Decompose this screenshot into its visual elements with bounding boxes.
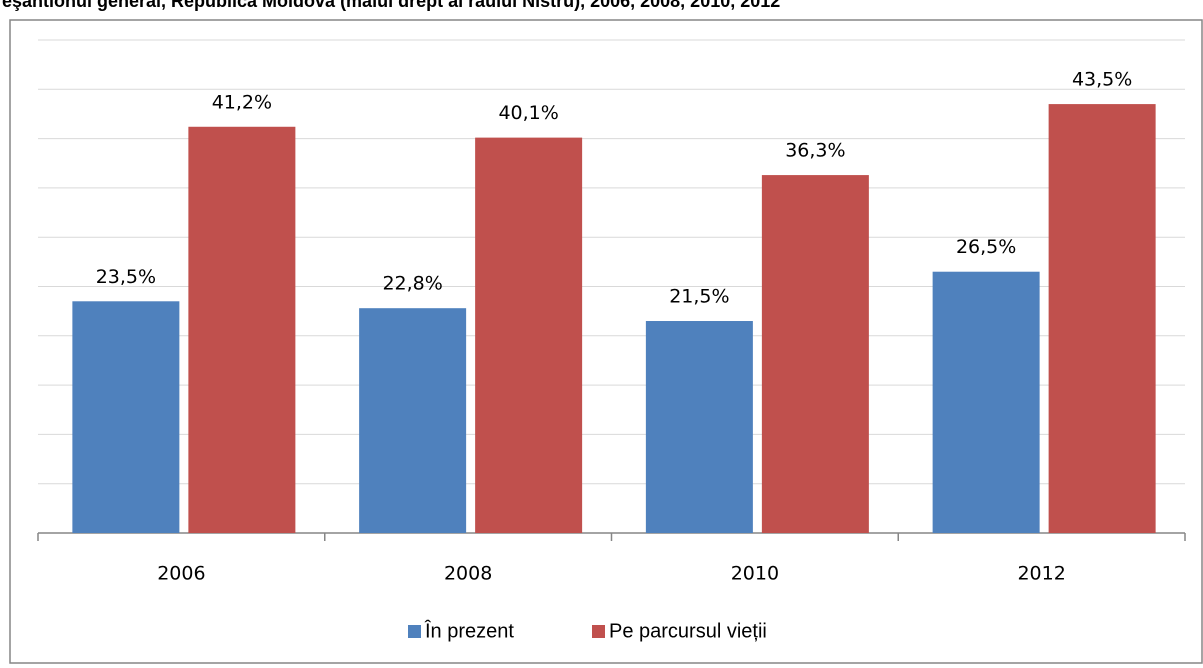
bar xyxy=(1048,104,1156,533)
bar xyxy=(359,308,467,533)
legend-swatch xyxy=(408,625,421,638)
data-label: 23,5% xyxy=(96,266,156,288)
x-tick-label: 2006 xyxy=(157,563,205,585)
data-label: 22,8% xyxy=(382,273,442,295)
data-label: 21,5% xyxy=(669,286,729,308)
bar xyxy=(932,271,1040,533)
data-label: 40,1% xyxy=(498,102,558,124)
x-tick-label: 2008 xyxy=(444,563,492,585)
data-label: 36,3% xyxy=(785,140,845,162)
legend-swatch xyxy=(592,625,605,638)
x-tick-label: 2010 xyxy=(731,563,779,585)
bar xyxy=(72,301,180,533)
bar xyxy=(645,321,753,533)
bar xyxy=(475,137,583,533)
chart-title: eşantionul general, Republica Moldova (m… xyxy=(2,0,780,11)
data-label: 43,5% xyxy=(1072,69,1132,91)
bar xyxy=(761,175,869,533)
legend-label: Pe parcursul vieții xyxy=(609,620,767,642)
x-tick-label: 2012 xyxy=(1017,563,1065,585)
legend-label: În prezent xyxy=(424,619,514,642)
bar xyxy=(188,126,296,533)
data-label: 26,5% xyxy=(956,236,1016,258)
data-label: 41,2% xyxy=(212,91,272,113)
